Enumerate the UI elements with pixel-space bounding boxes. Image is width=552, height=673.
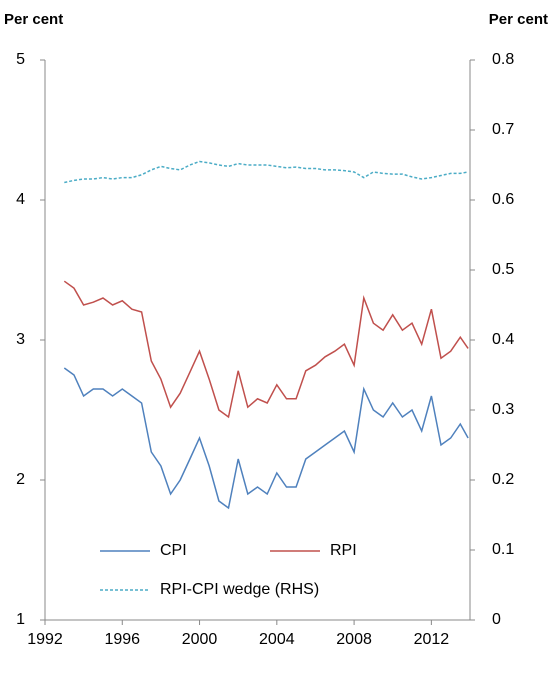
y-tick-label: 3 (16, 331, 25, 348)
y-tick-label: 5 (16, 51, 25, 68)
y-tick-label: 4 (16, 191, 25, 208)
series-line (63, 367, 469, 510)
series-line (63, 280, 469, 419)
legend-label: RPI (330, 542, 357, 559)
y2-tick-label: 0.5 (492, 261, 514, 278)
x-tick-label: 2012 (414, 631, 450, 648)
y2-tick-label: 0.4 (492, 331, 514, 348)
legend-label: RPI-CPI wedge (RHS) (160, 581, 319, 598)
y2-axis-label: Per cent (489, 11, 548, 28)
x-tick-label: 1992 (27, 631, 63, 648)
y2-tick-label: 0 (492, 611, 501, 628)
x-tick-label: 2004 (259, 631, 295, 648)
series-line (64, 160, 469, 184)
y2-tick-label: 0.2 (492, 471, 514, 488)
legend-label: CPI (160, 542, 187, 559)
y-tick-label: 2 (16, 471, 25, 488)
x-tick-label: 2008 (336, 631, 372, 648)
y2-tick-label: 0.6 (492, 191, 514, 208)
x-tick-label: 1996 (104, 631, 140, 648)
y-tick-label: 1 (16, 611, 25, 628)
x-tick-label: 2000 (182, 631, 218, 648)
y2-tick-label: 0.3 (492, 401, 514, 418)
y-axis-label: Per cent (4, 11, 63, 28)
y2-tick-label: 0.7 (492, 121, 514, 138)
y2-tick-label: 0.8 (492, 51, 514, 68)
y2-tick-label: 0.1 (492, 541, 514, 558)
